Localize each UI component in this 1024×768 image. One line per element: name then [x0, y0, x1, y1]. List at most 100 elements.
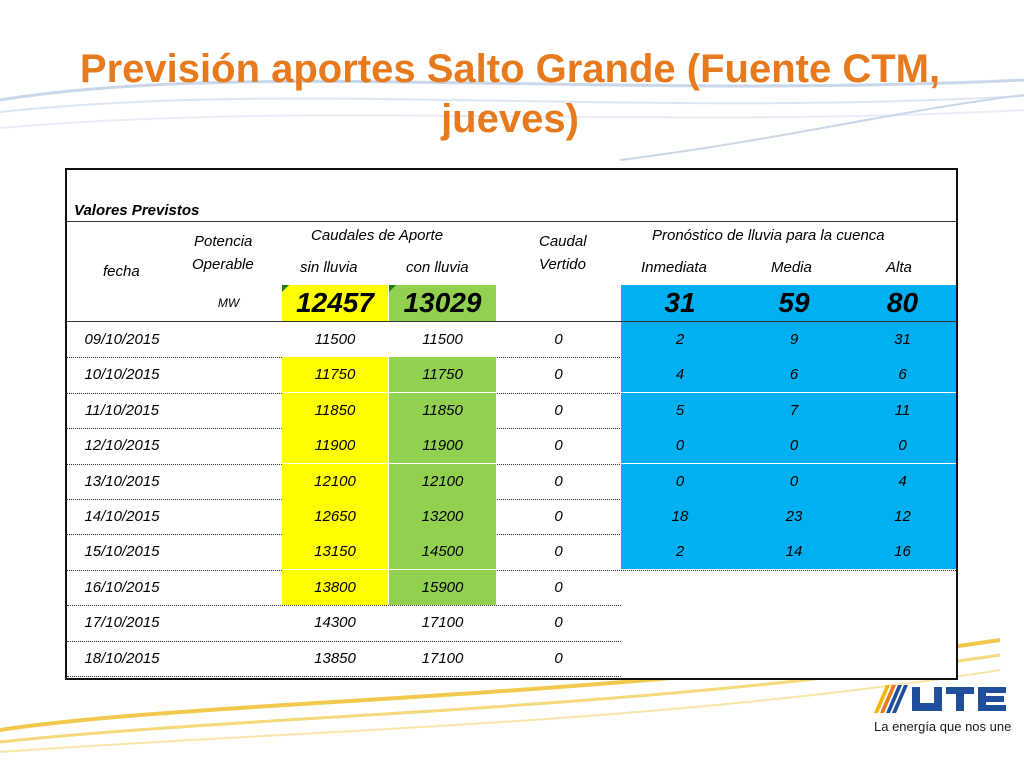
cell-con-lluvia: 13200	[389, 499, 496, 534]
row-divider	[67, 605, 621, 607]
unit-label: MW	[217, 296, 240, 310]
cell-fecha: 18/10/2015	[84, 649, 160, 667]
cell-vertido: 0	[554, 614, 563, 632]
divider	[67, 321, 956, 322]
cell-con-lluvia: 15900	[389, 569, 496, 605]
cell-media: 14	[785, 543, 803, 561]
cell-sin-lluvia: 11500	[314, 331, 356, 348]
cell-inmediata: 2	[675, 331, 685, 348]
summary-rain-band	[621, 285, 956, 321]
cell-vertido: 0	[554, 508, 563, 525]
cell-sin-lluvia: 13850	[314, 649, 356, 667]
row-divider	[67, 499, 956, 500]
header-alta: Alta	[886, 259, 912, 276]
cell-fecha: 14/10/2015	[84, 508, 160, 525]
header-sin-lluvia: sin lluvia	[300, 259, 358, 276]
rain-band	[621, 392, 956, 428]
cell-alta: 4	[898, 472, 907, 490]
section-label: Valores Previstos	[74, 202, 200, 219]
cell-media: 0	[789, 472, 799, 490]
row-divider	[67, 534, 956, 536]
summary-sin-lluvia: 12457	[282, 285, 388, 321]
row-divider	[67, 569, 956, 571]
cell-alta: 12	[894, 508, 911, 525]
cell-fecha: 12/10/2015	[84, 437, 160, 455]
rain-band	[621, 357, 956, 393]
row-divider	[67, 392, 956, 394]
cell-inmediata: 4	[675, 366, 685, 384]
ute-logo-icon	[874, 685, 1006, 713]
header-caudales-group: Caudales de Aporte	[311, 227, 444, 244]
cell-sin-lluvia: 12100	[282, 463, 388, 499]
cell-alta: 16	[894, 543, 911, 561]
cell-con-lluvia: 11900	[389, 428, 496, 464]
cell-media: 0	[789, 437, 799, 455]
cell-sin-lluvia: 13150	[282, 534, 388, 570]
cell-con-lluvia: 14500	[389, 534, 496, 570]
rain-band	[621, 499, 956, 534]
header-media: Media	[771, 259, 812, 276]
cell-inmediata: 0	[675, 437, 685, 455]
cell-vertido: 0	[554, 437, 563, 455]
cell-fecha: 16/10/2015	[84, 578, 160, 596]
page-title: Previsión aportes Salto Grande (Fuente C…	[79, 47, 941, 141]
cell-con-lluvia: 17100	[421, 649, 464, 667]
cell-alta: 11	[894, 401, 911, 419]
cell-media: 7	[789, 401, 799, 419]
cell-vertido: 0	[554, 543, 563, 561]
cell-con-lluvia: 11750	[389, 357, 496, 393]
header-pronostico-group: Pronóstico de lluvia para la cuenca	[652, 227, 885, 244]
cell-inmediata: 5	[675, 401, 685, 419]
row-divider	[67, 357, 956, 359]
cell-media: 6	[789, 366, 799, 384]
cell-con-lluvia: 11850	[389, 392, 496, 428]
cell-sin-lluvia: 14300	[314, 614, 356, 632]
cell-vertido: 0	[554, 578, 563, 596]
cell-vertido: 0	[554, 401, 563, 419]
cell-fecha: 11/10/2015	[85, 401, 159, 419]
header-potencia-line2: Operable	[192, 256, 254, 273]
header-con-lluvia: con lluvia	[406, 259, 469, 276]
cell-fecha: 17/10/2015	[84, 614, 160, 632]
cell-con-lluvia: 12100	[389, 463, 496, 499]
divider	[67, 221, 956, 222]
header-fecha: fecha	[103, 263, 140, 280]
row-divider	[67, 640, 621, 642]
cell-con-lluvia: 11500	[422, 331, 463, 348]
comment-marker-icon	[389, 285, 396, 292]
header-potencia-line1: Potencia	[194, 233, 253, 250]
comment-marker-icon	[282, 285, 289, 292]
row-divider	[67, 463, 956, 465]
logo-tagline: La energía que nos une	[874, 719, 1012, 734]
summary-inmediata: 31	[664, 287, 696, 318]
row-divider	[67, 428, 956, 430]
header-caudal-line2: Vertido	[539, 256, 586, 273]
cell-media: 23	[785, 508, 803, 525]
rain-band	[621, 322, 956, 357]
cell-inmediata: 0	[675, 472, 685, 490]
cell-sin-lluvia: 11900	[282, 428, 388, 464]
header-inmediata: Inmediata	[641, 259, 707, 276]
cell-vertido: 0	[554, 649, 563, 667]
cell-sin-lluvia: 11850	[282, 392, 388, 428]
cell-fecha: 13/10/2015	[84, 472, 160, 490]
rain-band	[621, 428, 956, 464]
row-divider	[67, 676, 621, 677]
cell-fecha: 15/10/2015	[84, 543, 160, 561]
cell-alta: 0	[898, 437, 907, 455]
cell-inmediata: 2	[675, 543, 685, 561]
cell-vertido: 0	[554, 366, 563, 384]
rain-band	[621, 534, 956, 570]
summary-alta: 80	[886, 287, 919, 318]
rain-band	[621, 463, 956, 499]
cell-sin-lluvia: 11750	[282, 357, 388, 393]
cell-fecha: 09/10/2015	[84, 331, 160, 348]
cell-sin-lluvia: 12650	[282, 499, 388, 534]
cell-con-lluvia: 17100	[421, 614, 464, 632]
cell-fecha: 10/10/2015	[84, 366, 160, 384]
cell-sin-lluvia: 13800	[282, 569, 388, 605]
cell-alta: 31	[894, 331, 911, 348]
summary-con-lluvia: 13029	[389, 285, 496, 321]
summary-media: 59	[778, 287, 810, 318]
